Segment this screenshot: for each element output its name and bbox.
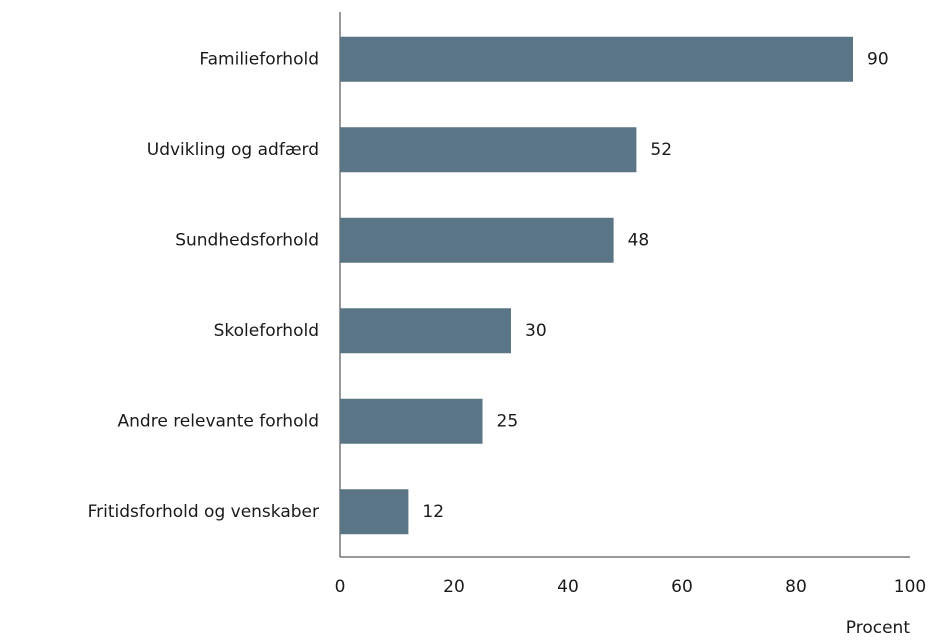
y-tick-label: Andre relevante forhold	[118, 411, 319, 431]
x-tick-label: 0	[335, 577, 346, 597]
x-tick-label: 60	[671, 577, 693, 597]
x-tick-label: 80	[785, 577, 807, 597]
value-label: 25	[497, 411, 519, 431]
value-label: 48	[628, 230, 650, 250]
value-label: 52	[650, 140, 672, 160]
y-tick-label: Familieforhold	[199, 49, 319, 69]
y-tick-label: Udvikling og adfærd	[147, 140, 319, 160]
bar	[340, 489, 409, 535]
y-tick-label: Sundhedsforhold	[175, 230, 319, 250]
x-axis-label: Procent	[846, 618, 911, 637]
bar	[340, 36, 853, 82]
x-tick-label: 100	[894, 577, 926, 597]
bar	[340, 217, 614, 263]
bar	[340, 127, 637, 173]
x-tick-label: 40	[557, 577, 579, 597]
x-tick-label: 20	[443, 577, 465, 597]
y-tick-label: Fritidsforhold og venskaber	[88, 502, 319, 522]
bar	[340, 398, 483, 444]
bar	[340, 308, 511, 354]
value-label: 12	[422, 502, 444, 522]
value-label: 30	[525, 321, 547, 341]
y-tick-label: Skoleforhold	[214, 321, 319, 341]
value-label: 90	[867, 49, 889, 69]
